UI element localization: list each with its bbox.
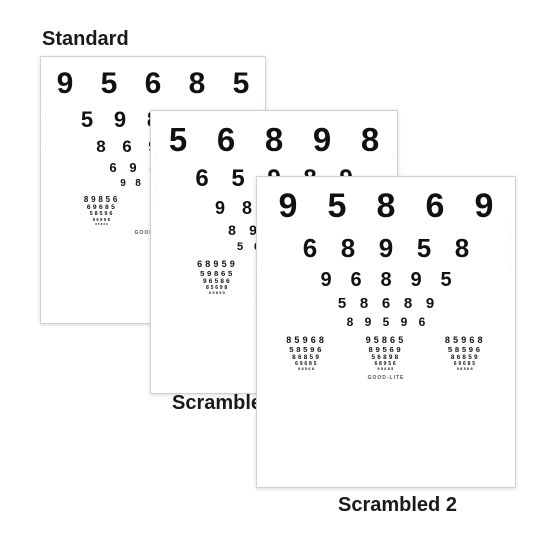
brand-footer: GOOD-LITE [267,375,505,381]
mini-row: 86859 [292,354,321,361]
digit: 8 [397,295,419,312]
mini-row: 89569 [369,345,404,354]
mini-row: 86859 [451,354,480,361]
side-notes-left: ········· [45,97,46,155]
digit: 6 [411,187,460,226]
acuity-row-0: 56898 [154,121,394,159]
mini-row: 85869 [95,222,109,226]
acuity-row-2: 96895 [311,269,461,292]
digit: 5 [431,269,461,292]
mini-row: 58596 [289,345,324,354]
digit: 9 [367,233,405,264]
acuity-row-0: 95869 [264,187,509,226]
digit: 5 [87,67,131,101]
digit: 6 [202,121,250,159]
digit: 8 [88,137,114,157]
digit: 5 [331,295,353,312]
scrambled2-label: Scrambled 2 [338,494,457,517]
digit: 6 [184,165,220,193]
digit: 8 [362,187,411,226]
digit: 9 [104,107,137,133]
digit: 8 [371,269,401,292]
digit: 8 [443,233,481,264]
acuity-rows: 9586968958968955868989596 [267,183,505,329]
digit: 6 [291,233,329,264]
side-notes-right: ········· [510,217,511,275]
acuity-row-0: 95685 [43,67,263,101]
digit: 9 [43,67,87,101]
digit: 9 [116,178,131,189]
digit: 5 [219,67,263,101]
digit: 9 [395,315,413,329]
digit: 6 [131,67,175,101]
mini-row: 59865 [200,269,235,278]
mini-row: 69685 [87,204,117,211]
digit: 9 [419,295,441,312]
digit: 9 [311,269,341,292]
mini-row: 89856 [84,195,120,204]
mini-block-0: 8596858596868596968598568 [286,335,327,371]
digit: 8 [341,315,359,329]
digit: 5 [313,187,362,226]
digit: 8 [346,121,394,159]
acuity-row-4: 89596 [341,315,431,329]
mini-block-0: 6895959865965868569869859 [197,259,238,295]
mini-row: 96586 [203,278,232,285]
digit: 9 [359,315,377,329]
digit: 6 [114,137,140,157]
digit: 9 [207,198,234,219]
digit: 5 [220,165,256,193]
digit: 9 [460,187,509,226]
digit: 9 [123,160,143,175]
digit: 8 [175,67,219,101]
digit: 5 [232,241,249,253]
mini-row: 56898 [371,354,400,361]
scrambled2-card: ··················9586968958968955868989… [256,176,516,488]
digit: 8 [353,295,375,312]
digit: 8 [222,222,243,238]
digit: 5 [71,107,104,133]
mini-row: 85968 [445,335,486,345]
digit: 9 [264,187,313,226]
digit: 5 [405,233,443,264]
mini-row: 95865 [366,335,407,345]
mini-row: 98568 [298,367,315,371]
mini-row: 69859 [209,291,226,295]
acuity-row-1: 68958 [291,233,481,264]
digit: 6 [103,160,123,175]
digit: 8 [131,178,146,189]
digit: 6 [413,315,431,329]
mini-row: 95685 [377,367,394,371]
side-notes-left: ········· [155,151,156,209]
digit: 5 [154,121,202,159]
standard-label: Standard [42,28,129,51]
digit: 9 [298,121,346,159]
digit: 6 [341,269,371,292]
mini-block-1: 9586589569568986895695685 [366,335,407,371]
digit: 9 [401,269,431,292]
mini-row: 58596 [448,345,483,354]
digit: 6 [375,295,397,312]
digit: 8 [250,121,298,159]
digit: 8 [329,233,367,264]
mini-block-0: 8985669685585969695885869 [84,195,120,226]
mini-row: 98568 [457,367,474,371]
digit: 5 [377,315,395,329]
side-notes-left: ········· [261,217,262,275]
mini-blocks: 8596858596868596968598568 958658956956898… [267,335,505,371]
mini-row: 85968 [286,335,327,345]
acuity-row-3: 58689 [331,295,441,312]
mini-row: 68959 [197,259,238,269]
mini-block-2: 8596858596868596968598568 [445,335,486,371]
